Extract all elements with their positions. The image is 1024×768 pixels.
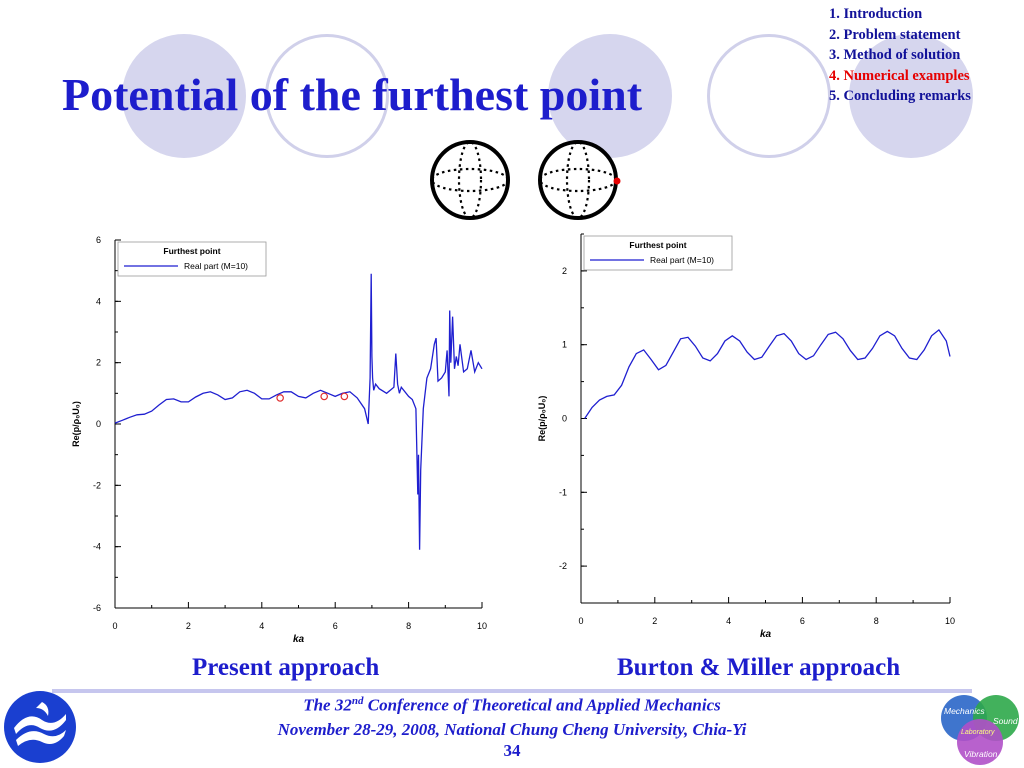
highlight-marker [340, 392, 349, 401]
slide-title: Potential of the furthest point [62, 69, 643, 120]
highlight-marker [276, 394, 284, 402]
y-tick-label: 6 [96, 235, 101, 245]
x-axis-label: ka [293, 634, 305, 645]
x-tick-label: 2 [652, 616, 657, 626]
decor-circle-3 [849, 34, 973, 158]
legend: Furthest point Real part (M=10) [117, 241, 267, 277]
footer-divider [52, 689, 972, 693]
legend-title: Furthest point [629, 240, 686, 250]
x-tick-label: 8 [874, 616, 879, 626]
y-tick-label: 4 [96, 296, 101, 306]
y-axis-label: Re(p/ρ₀U₀) [537, 396, 547, 442]
series-line-real-part [584, 328, 951, 419]
legend: Furthest point Real part (M=10) [583, 235, 733, 271]
legend-entry: Real part (M=10) [184, 261, 248, 271]
footer-date-venue: November 28-29, 2008, National Chung Che… [277, 720, 747, 739]
x-tick-label: 4 [726, 616, 731, 626]
x-tick-label: 10 [945, 616, 955, 626]
y-tick-label: 2 [562, 266, 567, 276]
furthest-point-marker [613, 177, 621, 185]
sphere-icon-pair [430, 140, 621, 220]
decor-ring-2 [707, 34, 831, 158]
y-tick-label: -1 [559, 487, 567, 497]
outline-item-1[interactable]: 1. Introduction [829, 6, 923, 22]
y-tick-label: 1 [562, 340, 567, 350]
x-tick-label: 6 [333, 621, 338, 631]
page-number: 34 [503, 741, 521, 760]
outline-nav: 1. Introduction 2. Problem statement 3. Me… [829, 4, 971, 107]
outline-item-4[interactable]: 4. Numerical examples [829, 67, 970, 84]
decor-circle-1 [122, 34, 246, 158]
x-tick-label: 6 [800, 616, 805, 626]
x-tick-label: 2 [186, 621, 191, 631]
outline-item-3[interactable]: 3. Method of solution [829, 47, 961, 63]
footer-conference: The 32nd Conference of Theoretical and A… [303, 695, 721, 715]
y-tick-label: -6 [93, 603, 101, 613]
caption-burton-miller: Burton & Miller approach [617, 654, 901, 681]
series-line-real-part [114, 273, 483, 550]
x-tick-label: 0 [112, 621, 117, 631]
university-logo [4, 691, 76, 763]
legend-entry: Real part (M=10) [650, 255, 714, 265]
badge-mechanics: Mechanics [944, 706, 985, 716]
legend-title: Furthest point [163, 246, 220, 256]
badge-sound: Sound [993, 716, 1018, 726]
x-axis-label: ka [760, 629, 772, 640]
y-tick-label: 0 [96, 419, 101, 429]
highlight-marker [320, 392, 328, 401]
y-tick-label: -4 [93, 542, 101, 552]
x-tick-label: 0 [578, 616, 583, 626]
x-tick-label: 10 [477, 621, 487, 631]
x-tick-label: 4 [259, 621, 264, 631]
outline-item-2[interactable]: 2. Problem statement [829, 26, 961, 43]
badge-laboratory: Laboratory [961, 729, 995, 736]
y-tick-label: 2 [96, 358, 101, 368]
decor-ring-1 [265, 34, 389, 158]
x-tick-label: 8 [406, 621, 411, 631]
sphere-icon-right [538, 140, 621, 220]
badge-vibration: Vibration [964, 749, 998, 759]
y-tick-label: 0 [562, 414, 567, 424]
y-tick-label: -2 [559, 561, 567, 571]
y-tick-label: -2 [93, 480, 101, 490]
sphere-icon-left [430, 140, 510, 220]
msv-lab-badge: Mechanics Sound Laboratory Vibration [941, 695, 1019, 765]
y-axis-label: Re(p/ρ₀U₀) [71, 401, 81, 447]
outline-item-5[interactable]: 5. Concluding remarks [829, 88, 971, 104]
chart-present-approach: 0 2 4 6 8 10 6 4 2 0 -2 -4 -6 ka Re(p/ρ₀U₀) Furthest po… [71, 235, 487, 645]
caption-present-approach: Present approach [192, 654, 380, 681]
decor-circle-2 [548, 34, 672, 158]
